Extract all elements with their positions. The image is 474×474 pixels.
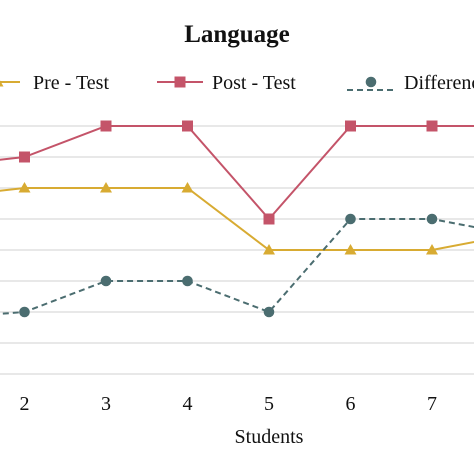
data-point — [181, 182, 194, 193]
plot-area — [0, 120, 474, 318]
x-tick-label: 2 — [20, 393, 30, 415]
data-point — [426, 120, 438, 132]
legend-item: Difference — [347, 72, 474, 94]
data-point — [263, 213, 275, 225]
series-group — [0, 120, 474, 225]
series-line — [0, 125, 474, 221]
data-point — [100, 275, 112, 287]
data-point — [345, 213, 356, 225]
series-line — [0, 187, 474, 251]
data-point — [19, 306, 30, 318]
data-point — [263, 244, 275, 255]
data-point — [19, 151, 30, 163]
series-group — [0, 182, 474, 255]
legend: Pre - Test Post - Test Difference — [0, 72, 474, 94]
data-point — [182, 275, 193, 287]
legend-marker — [0, 80, 4, 87]
x-axis-label: Students — [235, 426, 304, 448]
data-point — [18, 182, 31, 193]
data-point — [182, 120, 193, 132]
series-group — [0, 213, 474, 318]
x-axis-ticks: 12345678 — [20, 393, 438, 415]
data-point — [426, 244, 438, 255]
series-line — [0, 218, 474, 315]
chart-title: Language — [184, 21, 290, 48]
legend-marker — [365, 76, 377, 88]
x-tick-label: 7 — [427, 393, 437, 415]
legend-label: Pre - Test — [33, 72, 109, 94]
data-point — [345, 120, 356, 132]
legend-marker — [174, 76, 186, 88]
legend-item: Pre - Test — [0, 72, 109, 94]
legend-label: Post - Test — [212, 72, 296, 94]
data-point — [100, 182, 112, 193]
data-point — [426, 213, 438, 225]
x-tick-label: 4 — [183, 393, 193, 415]
data-point — [100, 120, 112, 132]
legend-label: Difference — [404, 72, 474, 94]
x-tick-label: 5 — [264, 393, 274, 415]
data-point — [263, 306, 275, 318]
data-point — [344, 244, 357, 255]
x-tick-label: 6 — [346, 393, 356, 415]
x-tick-label: 3 — [101, 393, 111, 415]
legend-item: Post - Test — [157, 72, 296, 94]
